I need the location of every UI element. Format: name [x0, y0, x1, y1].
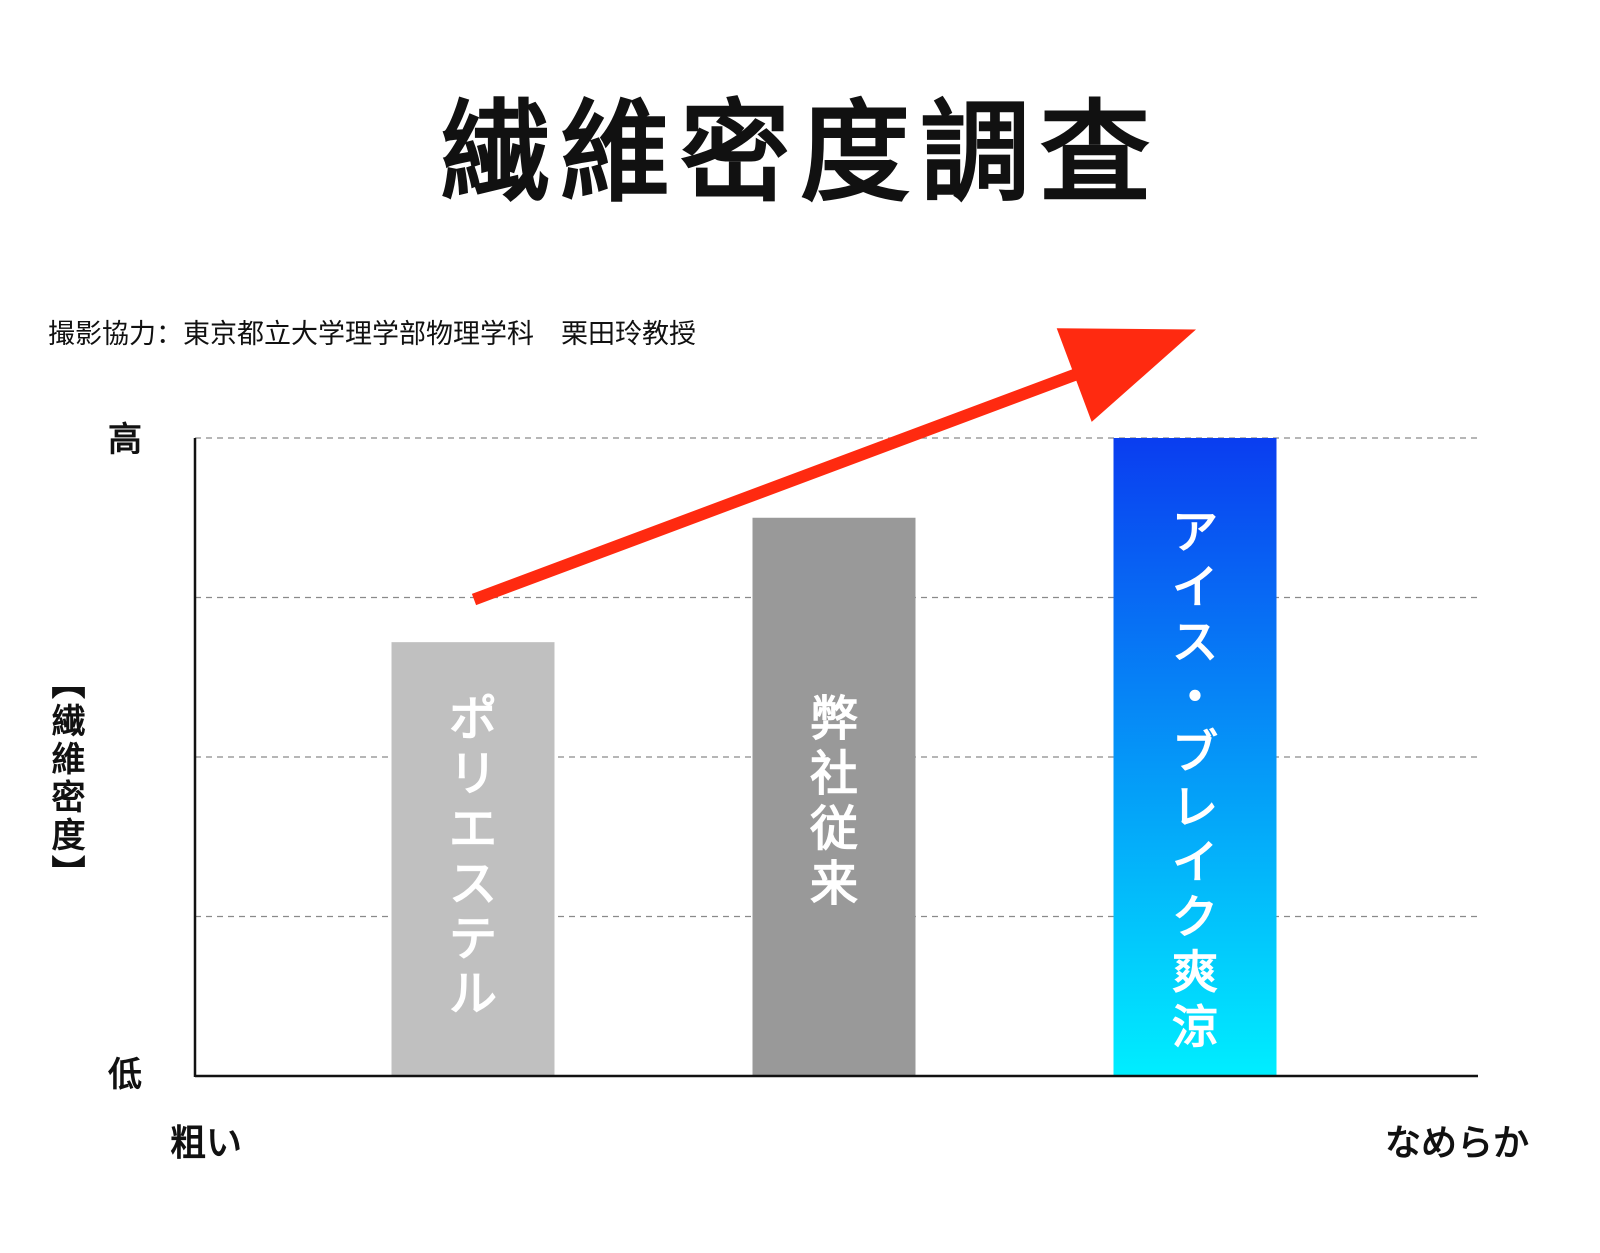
y-tick-high: 高	[108, 420, 142, 460]
y-tick-low: 低	[108, 1055, 142, 1095]
y-axis-label: 【繊維密度】	[45, 665, 85, 893]
bar-1	[391, 642, 555, 1076]
bar-label-2: 弊社従来	[809, 691, 858, 912]
bar-2	[752, 517, 916, 1076]
credit-text: 撮影協力：東京都立大学理学部物理学科 栗田玲教授	[48, 319, 696, 350]
bar-3	[1113, 438, 1277, 1076]
trend-arrow	[471, 328, 1196, 606]
bar-label-3: アイス・ブレイク爽涼	[1172, 505, 1218, 1054]
bar-label-1: ポリエステル	[449, 691, 497, 1022]
chart-title: 繊維密度調査	[440, 89, 1160, 217]
x-end-left-label: 粗い	[170, 1123, 243, 1164]
x-end-right-label: なめらか	[1385, 1123, 1530, 1164]
